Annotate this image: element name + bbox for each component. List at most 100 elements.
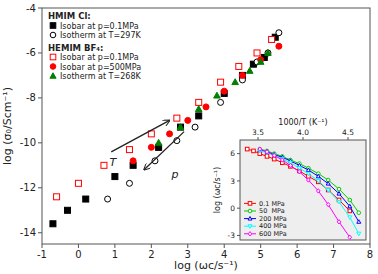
point [174,115,180,121]
y-tick [38,187,42,188]
x-tick [370,244,371,248]
inset-line [260,149,359,213]
legend-entry: Isotherm at T=297K [60,31,141,40]
inset-point [307,178,311,182]
inset-point [252,149,256,153]
x-tick [333,244,334,248]
inset-point [316,179,320,183]
inset-legend-marker [248,209,252,213]
inset-point [280,158,284,162]
y-tick-label: -10 [20,137,36,148]
point [50,221,56,227]
inset-legend-entry: 600 MPa [259,230,287,238]
legend-marker [50,54,56,60]
point [167,131,173,137]
point [105,196,111,202]
legend-marker [50,23,56,29]
annotation-arrow [111,120,169,151]
point [276,30,282,36]
point [126,180,132,186]
inset-series [258,149,361,235]
inset-series [258,147,361,214]
y-tick-label: -4 [26,3,36,14]
plot-frame [42,8,370,244]
x-tick-label: -1 [37,249,47,260]
legend-title: HMIM Cl: [48,11,91,21]
point [232,79,239,85]
inset-series [258,148,361,223]
point [177,124,184,130]
inset-point [281,158,285,162]
inset-point [317,189,321,193]
inset-point [265,150,269,154]
x-tick [78,244,79,248]
inset-point [357,211,361,215]
inset-series [258,147,352,240]
x-tick-label: 8 [367,249,373,260]
inset-point [298,170,302,174]
point [218,99,224,105]
point [148,144,154,150]
inset-point [245,147,249,151]
legend-entry: Isotherm at T=268K [60,72,141,81]
inset-y-tick [237,180,240,181]
inset-x-tick [258,137,259,140]
point [269,36,275,42]
x-tick [42,244,43,248]
point [239,72,245,78]
inset-point [348,204,352,208]
inset-x-tick [303,137,304,140]
x-tick-label: 6 [294,249,300,260]
inset-point [306,172,310,176]
point [65,207,71,213]
inset-line [260,150,359,222]
inset-series [245,147,351,212]
x-tick-label: 1 [112,249,118,260]
point [54,194,60,200]
inset-y-tick [237,208,240,209]
point [214,92,221,98]
point [126,147,132,153]
inset-y-tick-label: 3 [230,177,235,186]
x-tick-label: 5 [257,249,263,260]
legend-entry: Isobar at p=500MPa [60,63,141,72]
inset-point [258,147,262,151]
legend: HMIM Cl:Isobar at p=0.1MPaIsotherm at T=… [48,11,141,81]
y-tick [38,52,42,53]
point [221,88,227,94]
inset-point [272,154,276,158]
x-tick [260,244,261,248]
inset-point [326,202,330,206]
inset-point [337,220,341,224]
inset-frame [240,140,366,240]
inset-legend-marker [248,202,252,206]
inset-x-tick [348,137,349,140]
point [265,50,271,56]
axes: -1012345678-14-12-10-8-6-4log (ωᴄ/s⁻¹)lo… [1,3,373,273]
y-tick-label: -8 [26,92,36,103]
x-tick-label: 7 [330,249,336,260]
annotation-arrow [144,132,184,170]
inset-point [348,216,352,220]
y-tick [38,232,42,233]
inset-point [337,192,341,196]
chart: -1012345678-14-12-10-8-6-4log (ωᴄ/s⁻¹)lo… [0,0,378,274]
point [246,67,253,73]
point [112,174,118,180]
point [218,79,224,85]
y-tick [38,8,42,9]
x-tick-label: 2 [148,249,154,260]
inset-point [357,220,361,224]
inset-legend-marker [248,217,252,221]
point [195,106,202,112]
inset-point [265,150,269,154]
y-tick-label: -12 [20,182,36,193]
inset-line [247,149,350,211]
legend-marker [50,73,56,78]
inset-y-tick-label: 0 [230,204,235,213]
legend-marker [50,64,56,70]
inset-point [337,187,341,191]
inset-line [260,151,359,234]
inset-point [348,198,352,202]
point [265,50,272,56]
